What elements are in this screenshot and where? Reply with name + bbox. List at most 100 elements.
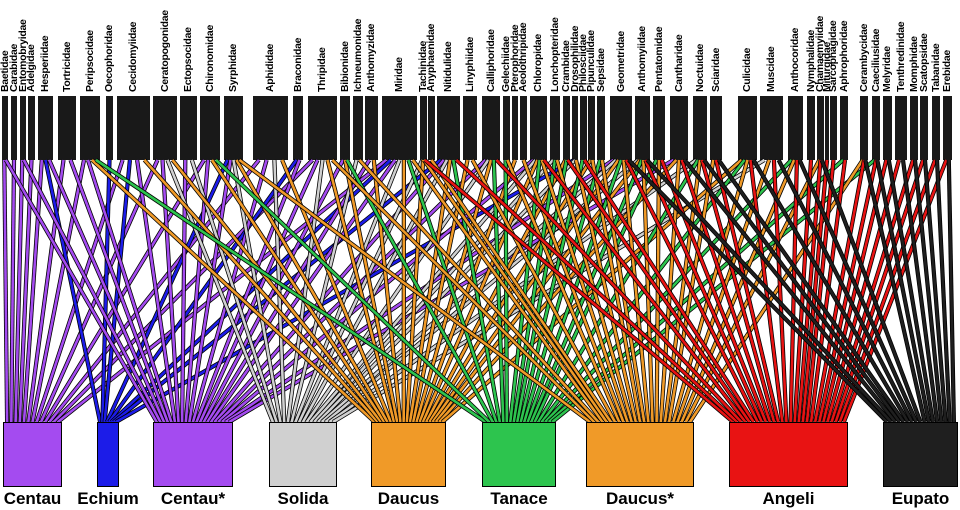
interaction-link bbox=[913, 159, 943, 423]
interaction-link bbox=[680, 159, 772, 423]
insect-family-bar-chironomidae bbox=[200, 96, 220, 160]
interaction-link bbox=[512, 159, 557, 423]
interaction-link bbox=[644, 159, 763, 423]
insect-family-bar-calliphoridae bbox=[482, 96, 500, 160]
insect-family-bar-miturgidae bbox=[825, 96, 829, 160]
insect-family-bar-baetidae bbox=[2, 96, 8, 160]
interaction-link bbox=[820, 159, 922, 423]
interaction-link bbox=[627, 159, 889, 423]
interaction-link bbox=[343, 159, 399, 423]
interaction-link bbox=[714, 159, 780, 423]
interaction-link bbox=[286, 159, 324, 423]
interaction-link bbox=[660, 159, 768, 423]
insect-family-bar-carabidae bbox=[11, 96, 17, 160]
insect-family-bar-caeciliusidae bbox=[872, 96, 880, 160]
insect-family-bar-ectopsocidae bbox=[180, 96, 197, 160]
interaction-link bbox=[935, 159, 951, 423]
insect-family-bar-entomobryidae bbox=[20, 96, 26, 160]
insect-family-bar-chamaemyiidae bbox=[817, 96, 824, 160]
insect-family-bar-tenthredinidae bbox=[895, 96, 907, 160]
plant-label-tanace: Tanace bbox=[490, 489, 548, 508]
interaction-link bbox=[702, 159, 901, 423]
insect-family-bar-anthomyzidae bbox=[365, 96, 378, 160]
insect-family-bar-anthomyiidae bbox=[635, 96, 650, 160]
plant-box-daucus bbox=[586, 422, 694, 487]
interaction-link bbox=[663, 159, 702, 423]
interaction-link bbox=[14, 159, 24, 423]
insect-family-bar-pentatomidae bbox=[653, 96, 665, 160]
interaction-link bbox=[31, 159, 86, 423]
insect-family-bar-pterophoridae bbox=[512, 96, 518, 160]
interaction-link bbox=[191, 159, 268, 423]
insect-family-bar-sepsidae bbox=[597, 96, 605, 160]
interaction-link bbox=[624, 159, 759, 423]
interaction-link bbox=[887, 159, 935, 423]
interaction-link bbox=[642, 159, 654, 423]
plant-label-eupato: Eupato bbox=[891, 489, 950, 508]
insect-family-bar-philosciidae bbox=[580, 96, 587, 160]
interaction-link bbox=[495, 159, 743, 423]
insect-family-bar-geometridae bbox=[610, 96, 632, 160]
interaction-link bbox=[683, 159, 897, 423]
insect-family-bar-aphididae bbox=[253, 96, 288, 160]
interaction-link bbox=[600, 159, 646, 423]
interaction-link bbox=[923, 159, 947, 423]
interaction-link bbox=[135, 159, 177, 423]
insect-family-bar-sarcophagidae bbox=[830, 96, 837, 160]
interaction-link bbox=[10, 159, 16, 423]
plant-box-eupato bbox=[883, 422, 958, 487]
insect-family-bar-noctuidae bbox=[693, 96, 707, 160]
interaction-link bbox=[358, 159, 600, 423]
plant-box-centau bbox=[3, 422, 62, 487]
plant-box-tanace bbox=[482, 422, 556, 487]
insect-family-bar-miridae bbox=[382, 96, 417, 160]
interaction-link bbox=[542, 159, 747, 423]
interaction-link bbox=[3, 159, 9, 423]
plant-box-daucus bbox=[371, 422, 446, 487]
insect-family-bar-bibionidae bbox=[340, 96, 350, 160]
insect-family-bar-braconidae bbox=[293, 96, 303, 160]
interaction-link bbox=[215, 159, 491, 423]
interaction-link bbox=[430, 159, 612, 423]
interaction-link bbox=[901, 159, 939, 423]
interaction-link bbox=[4, 159, 158, 423]
interaction-link bbox=[143, 159, 379, 423]
interaction-link bbox=[44, 159, 102, 423]
plant-label-centau: Centau* bbox=[160, 489, 226, 508]
interaction-link bbox=[622, 159, 650, 423]
interaction-link bbox=[646, 159, 893, 423]
interaction-link bbox=[238, 158, 591, 424]
interaction-link bbox=[407, 159, 498, 423]
interaction-link bbox=[188, 159, 232, 423]
insect-family-bar-peripsocidae bbox=[80, 96, 100, 160]
insect-family-bar-pipunculidae bbox=[588, 96, 595, 160]
interaction-link bbox=[27, 159, 65, 423]
plant-box-centau bbox=[153, 422, 233, 487]
plant-label-angeli: Angeli bbox=[762, 489, 815, 508]
interaction-link bbox=[813, 159, 866, 423]
plant-box-solida bbox=[269, 422, 337, 487]
interaction-link bbox=[108, 159, 298, 423]
interaction-link bbox=[700, 159, 776, 423]
insect-family-bar-cecidomyiidae bbox=[117, 96, 150, 160]
interaction-link bbox=[161, 159, 180, 423]
interaction-link bbox=[345, 159, 494, 423]
insect-family-bar-gelechiidae bbox=[503, 96, 510, 160]
insect-family-bar-hesperiidae bbox=[38, 96, 53, 160]
interaction-link bbox=[22, 159, 162, 423]
insect-family-bar-thripidae bbox=[308, 96, 337, 160]
interaction-link bbox=[331, 159, 596, 423]
plant-label-solida: Solida bbox=[277, 489, 329, 508]
insect-family-bar-nymphalidae bbox=[807, 96, 815, 160]
insect-family-bar-cantharidae bbox=[670, 96, 688, 160]
insect-family-bar-cerambycidae bbox=[860, 96, 868, 160]
interaction-link bbox=[506, 159, 621, 423]
interaction-link bbox=[86, 159, 173, 423]
interaction-link bbox=[294, 159, 401, 423]
insect-family-bar-syrphidae bbox=[224, 96, 243, 160]
interaction-link bbox=[418, 159, 517, 423]
interaction-link bbox=[22, 159, 44, 423]
interaction-link bbox=[91, 159, 376, 423]
